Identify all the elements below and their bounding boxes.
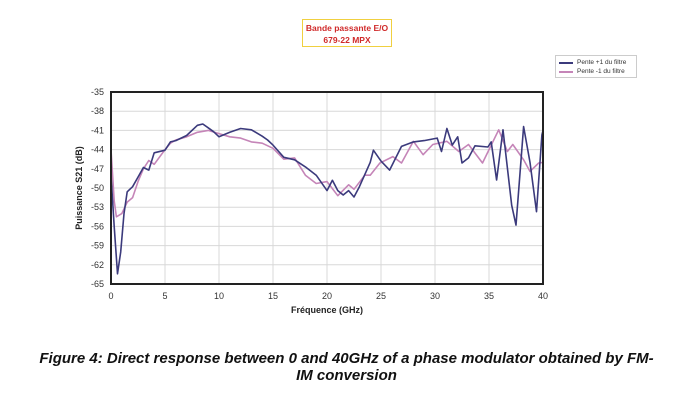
y-tick-label: -62 [91,260,104,270]
legend-swatch [559,61,573,64]
y-tick-label: -41 [91,125,104,135]
legend-item-pente-minus1: Pente -1 du filtre [559,67,633,76]
y-axis-label: Puissance S21 (dB) [74,146,84,230]
series-line-1 [110,129,544,218]
x-tick-label: 15 [268,291,278,301]
y-tick-label: -50 [91,183,104,193]
x-tick-label: 5 [162,291,167,301]
series-group [110,123,544,275]
y-tick-label: -56 [91,221,104,231]
chart-subtitle: 679-22 MPX [323,35,371,45]
series-line-0 [110,123,544,275]
y-tick-label: -59 [91,241,104,251]
y-tick-label: -53 [91,202,104,212]
chart-title-box: Bande passante E/O 679-22 MPX [302,19,392,47]
y-tick-label: -65 [91,279,104,289]
legend-item-pente-plus1: Pente +1 du filtre [559,58,633,67]
x-tick-label: 30 [430,291,440,301]
y-tick-labels: -35 -38 -41 -44 -47 -50 -53 -56 -59 -62 -65 [91,87,104,289]
caption-line-1: Figure 4: Direct response between 0 and … [39,350,654,367]
legend-label: Pente +1 du filtre [577,59,627,66]
x-tick-label: 35 [484,291,494,301]
x-tick-label: 10 [214,291,224,301]
y-tick-label: -44 [91,145,104,155]
y-tick-label: -47 [91,164,104,174]
y-tick-label: -38 [91,106,104,116]
x-tick-label: 20 [322,291,332,301]
caption-line-2: IM conversion [296,367,397,384]
legend: Pente +1 du filtre Pente -1 du filtre [555,55,637,78]
x-axis-label: Fréquence (GHz) [291,305,363,315]
legend-swatch [559,70,573,73]
y-tick-label: -35 [91,87,104,97]
x-tick-label: 25 [376,291,386,301]
grid [110,91,544,285]
x-tick-label: 0 [108,291,113,301]
x-tick-label: 40 [538,291,548,301]
x-tick-labels: 0 5 10 15 20 25 30 35 40 [108,291,548,301]
plot-frame [110,91,544,285]
chart-title: Bande passante E/O [305,23,389,33]
figure-caption: Figure 4: Direct response between 0 and … [0,350,693,384]
legend-label: Pente -1 du filtre [577,68,625,75]
